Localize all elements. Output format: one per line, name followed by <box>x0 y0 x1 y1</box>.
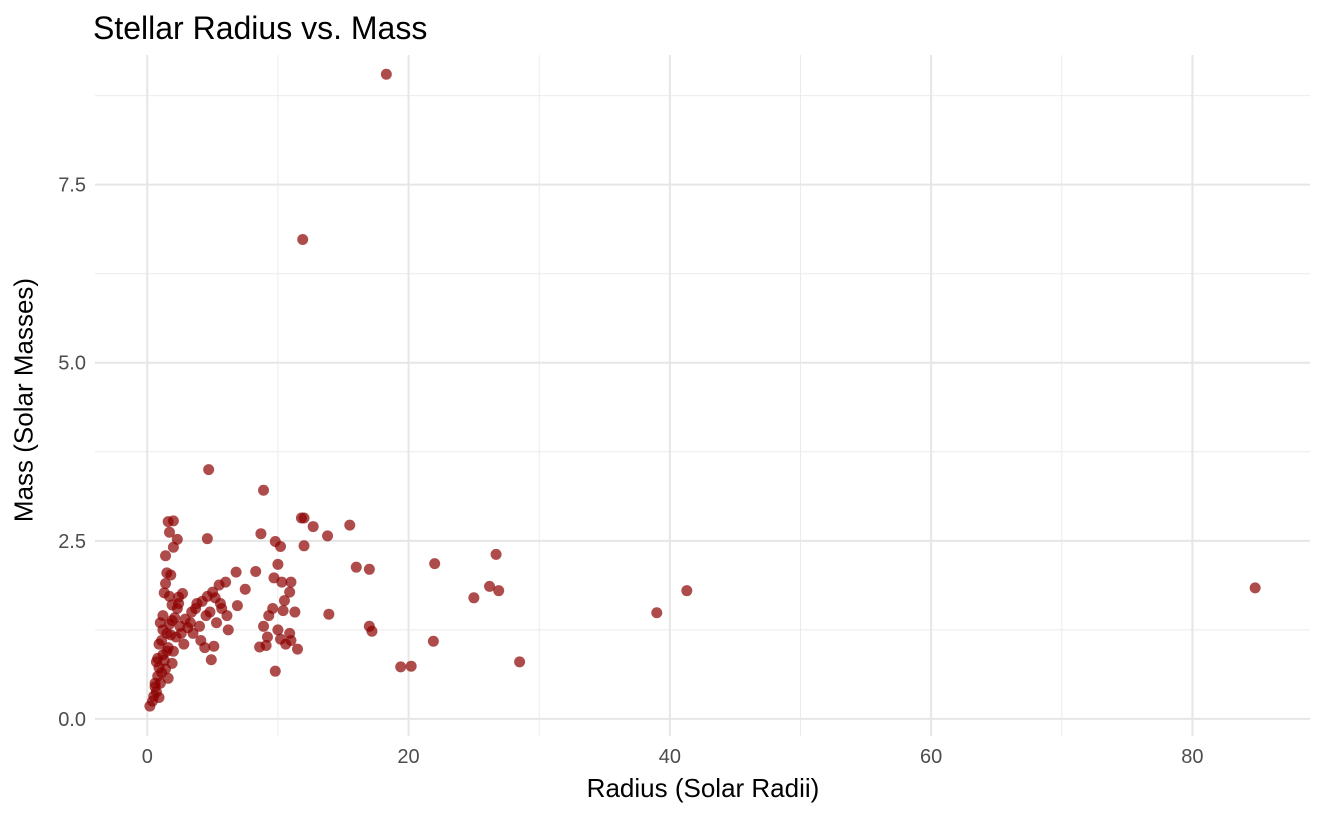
data-point <box>380 68 392 80</box>
data-point <box>298 540 310 552</box>
data-point <box>163 526 175 538</box>
data-point <box>160 550 172 562</box>
data-point <box>1249 582 1261 594</box>
data-point <box>323 608 335 620</box>
data-point <box>175 627 187 639</box>
data-point <box>208 640 220 652</box>
data-point <box>350 561 362 573</box>
data-point <box>322 530 334 542</box>
data-point <box>184 617 196 629</box>
data-point <box>490 548 502 560</box>
data-point <box>258 484 270 496</box>
data-point <box>292 643 303 655</box>
data-point <box>429 558 441 570</box>
y-tick-label: 7.5 <box>58 175 86 197</box>
data-point <box>260 640 272 652</box>
data-point <box>195 635 207 647</box>
data-point <box>278 595 290 607</box>
x-tick-label: 20 <box>397 746 419 768</box>
data-point <box>258 620 270 632</box>
data-point <box>366 625 378 637</box>
y-tick-label: 2.5 <box>58 531 86 553</box>
data-point <box>153 638 165 650</box>
data-point <box>157 624 169 636</box>
data-point <box>363 563 375 575</box>
data-point <box>160 578 172 590</box>
y-axis-label: Mass (Solar Masses) <box>8 277 39 523</box>
data-point <box>222 624 234 636</box>
data-point <box>285 576 297 588</box>
data-point <box>395 661 407 673</box>
data-point <box>194 620 206 632</box>
data-point <box>276 576 288 588</box>
data-point <box>216 602 228 614</box>
data-point <box>261 631 273 643</box>
x-tick-label: 0 <box>142 746 153 768</box>
data-point <box>213 579 225 591</box>
data-point <box>405 660 417 672</box>
data-point <box>272 624 284 636</box>
data-point <box>165 569 177 581</box>
data-point <box>144 700 156 712</box>
data-point <box>275 541 287 553</box>
data-point <box>297 233 309 245</box>
data-point <box>284 586 296 598</box>
data-point <box>427 635 439 647</box>
data-point <box>163 590 175 602</box>
data-point <box>651 607 663 619</box>
chart-title: Stellar Radius vs. Mass <box>93 10 428 46</box>
x-tick-label: 80 <box>1181 746 1203 768</box>
data-point <box>166 615 178 627</box>
y-tick-label: 5.0 <box>58 353 86 375</box>
data-point <box>269 665 281 677</box>
data-point <box>201 533 213 545</box>
data-point <box>250 565 262 577</box>
x-tick-label: 40 <box>659 746 681 768</box>
data-point <box>204 606 216 618</box>
x-axis-label: Radius (Solar Radii) <box>586 773 820 803</box>
y-tick-label: 0.0 <box>58 709 86 731</box>
data-point <box>255 528 267 540</box>
data-point <box>514 656 526 668</box>
data-point <box>295 512 307 524</box>
data-point <box>178 638 190 650</box>
data-point <box>165 629 177 641</box>
data-point <box>484 580 496 592</box>
data-point <box>167 515 179 527</box>
x-tick-label: 60 <box>920 746 942 768</box>
data-point <box>230 566 242 578</box>
data-point <box>167 541 179 553</box>
data-point <box>277 605 289 617</box>
data-point <box>211 617 222 629</box>
data-point <box>344 519 356 531</box>
data-point <box>263 610 275 622</box>
data-point <box>307 521 319 533</box>
data-point <box>209 592 221 604</box>
data-point <box>239 583 251 595</box>
data-point <box>231 600 243 612</box>
data-point <box>161 645 173 657</box>
data-point <box>150 656 162 668</box>
data-point <box>468 592 480 604</box>
data-point <box>173 598 185 610</box>
data-point <box>190 602 202 614</box>
data-point <box>272 558 284 570</box>
data-point <box>280 638 292 650</box>
data-point <box>205 654 217 666</box>
data-point <box>289 606 301 618</box>
data-point <box>187 627 199 639</box>
data-point <box>681 585 693 597</box>
data-point <box>493 585 505 597</box>
data-point <box>156 667 168 679</box>
data-point <box>149 677 161 689</box>
data-point <box>203 464 215 476</box>
